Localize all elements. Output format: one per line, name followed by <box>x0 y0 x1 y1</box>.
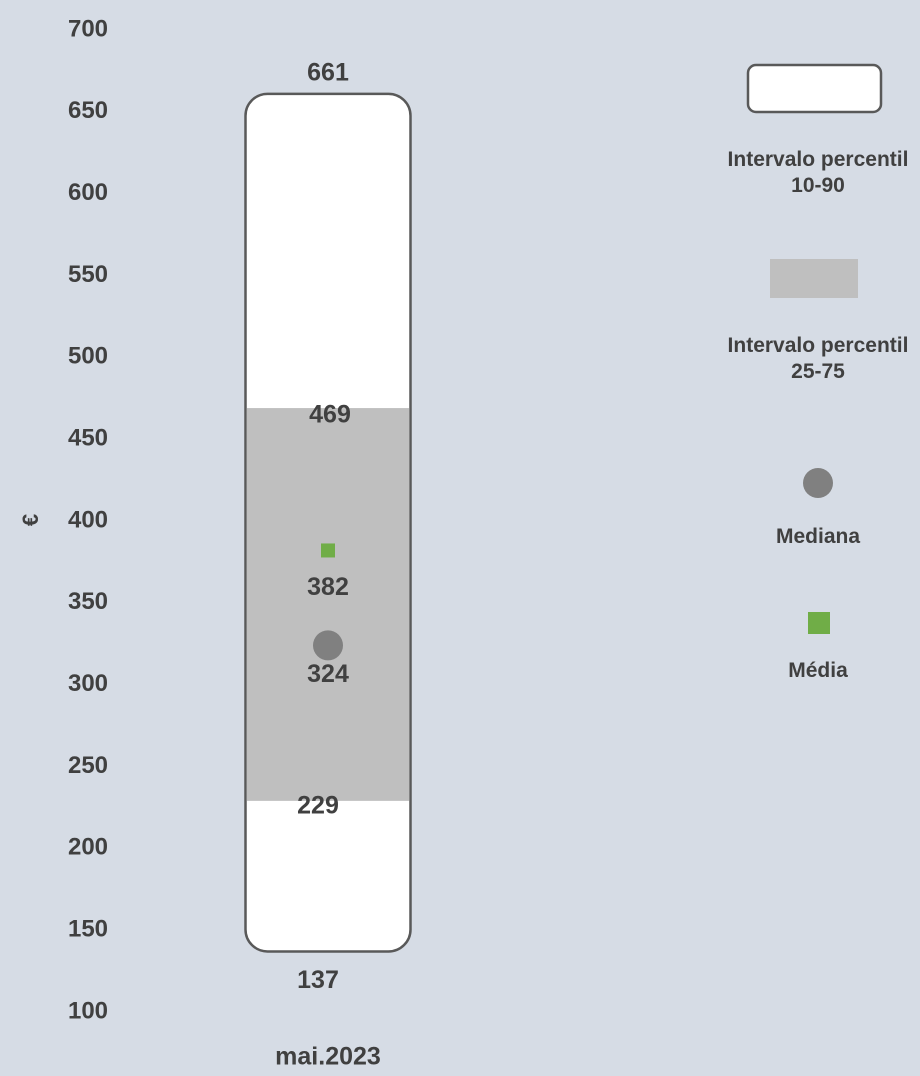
legend-icon <box>746 63 883 114</box>
y-tick-label: 700 <box>68 15 108 42</box>
data-label: 382 <box>307 573 349 601</box>
y-tick-label: 300 <box>68 670 108 697</box>
y-tick-label: 400 <box>68 506 108 533</box>
y-tick-label: 500 <box>68 343 108 370</box>
x-tick-label: mai.2023 <box>275 1043 381 1071</box>
legend-label: Média <box>788 659 848 682</box>
y-tick-label: 200 <box>68 834 108 861</box>
y-tick-label: 350 <box>68 588 108 615</box>
median-marker <box>313 630 343 661</box>
y-tick-label: 150 <box>68 916 108 943</box>
mean-marker <box>321 543 335 558</box>
y-tick-label: 450 <box>68 425 108 452</box>
data-label: 324 <box>307 660 349 688</box>
data-label: 661 <box>307 58 349 86</box>
legend-icon <box>808 612 830 634</box>
legend-label: Intervalo percentil 25-75 <box>727 334 909 384</box>
legend-icon <box>803 468 833 498</box>
legend-label: Mediana <box>775 525 861 548</box>
range-25-75 <box>247 408 409 801</box>
y-tick-label: 250 <box>68 752 108 779</box>
data-label: 229 <box>297 791 339 819</box>
data-label: 137 <box>297 966 339 994</box>
data-label: 469 <box>309 401 351 429</box>
legend-label: Intervalo percentil 10-90 <box>727 148 909 198</box>
y-axis-label: € <box>18 514 43 526</box>
y-tick-label: 550 <box>68 261 108 288</box>
y-tick-label: 650 <box>68 97 108 124</box>
legend-icon <box>770 259 858 298</box>
y-tick-label: 100 <box>68 997 108 1024</box>
y-tick-label: 600 <box>68 179 108 206</box>
